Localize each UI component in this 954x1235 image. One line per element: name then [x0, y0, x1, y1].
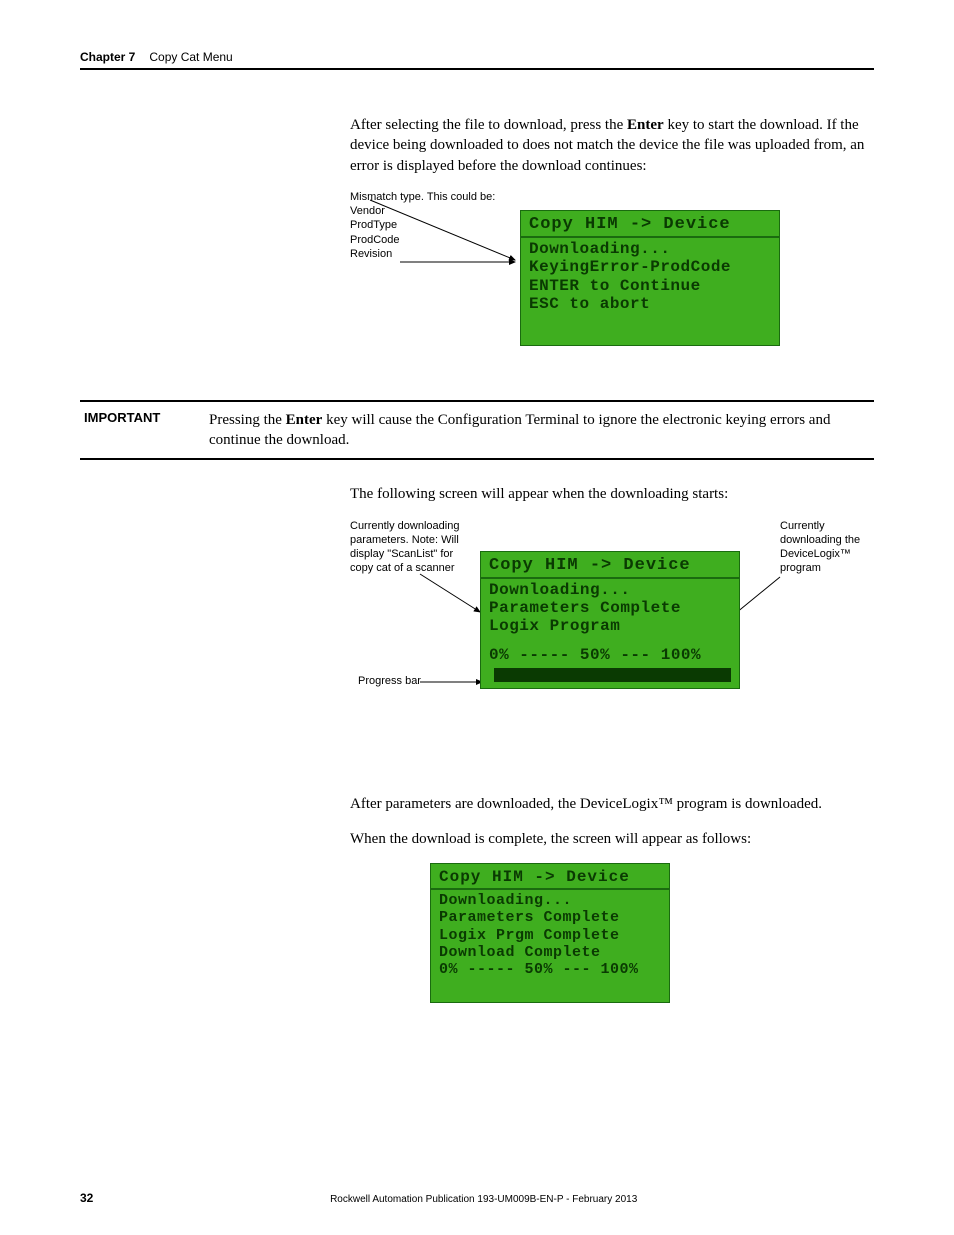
progress-bar — [489, 668, 731, 682]
progress-fill — [439, 982, 661, 996]
lcd-line: KeyingError-ProdCode — [529, 258, 771, 276]
callout-line: downloading the — [780, 533, 860, 547]
page-number: 32 — [80, 1191, 93, 1205]
lcd-progress-label: 0% ----- 50% --- 100% — [439, 961, 661, 978]
progress-fill — [489, 668, 494, 682]
page-header: Chapter 7 Copy Cat Menu — [80, 50, 874, 70]
lcd-line: Downloading... — [489, 581, 731, 599]
lcd-body: Downloading... Parameters Complete Logix… — [431, 890, 669, 980]
callout-line: DeviceLogix™ — [780, 547, 860, 561]
lcd-line: Download Complete — [439, 944, 661, 961]
paragraph-3: After parameters are downloaded, the Dev… — [350, 794, 874, 814]
enter-key-bold: Enter — [627, 117, 664, 133]
callout-line: Currently downloading — [350, 519, 459, 533]
callout-line: Currently — [780, 519, 860, 533]
callout-right: Currently downloading the DeviceLogix™ p… — [780, 519, 860, 576]
lcd-line: Downloading... — [529, 240, 771, 258]
lcd-progress-label: 0% ----- 50% --- 100% — [489, 646, 731, 664]
lcd-title: Copy HIM -> Device — [521, 211, 779, 238]
arrow-icon — [400, 252, 520, 272]
lcd-screen-error: Copy HIM -> Device Downloading... Keying… — [520, 210, 780, 347]
callout-progress: Progress bar — [358, 674, 421, 688]
important-text: Pressing the Enter key will cause the Co… — [209, 410, 874, 451]
diagram-complete: Copy HIM -> Device Downloading... Parame… — [430, 863, 874, 1003]
lcd-line: ESC to abort — [529, 295, 771, 313]
lcd-line: Logix Prgm Complete — [439, 927, 661, 944]
callout-line: program — [780, 561, 860, 575]
chapter-label: Chapter 7 — [80, 50, 135, 64]
diagram-downloading: Currently downloading parameters. Note: … — [350, 519, 880, 719]
text: Pressing the — [209, 412, 286, 428]
paragraph-4: When the download is complete, the scree… — [350, 829, 874, 849]
callout-line: parameters. Note: Will — [350, 533, 459, 547]
lcd-screen-downloading: Copy HIM -> Device Downloading... Parame… — [480, 551, 740, 690]
lcd-line: ENTER to Continue — [529, 277, 771, 295]
page-footer: 32 Rockwell Automation Publication 193-U… — [80, 1191, 874, 1205]
paragraph-2: The following screen will appear when th… — [350, 484, 874, 504]
callout-left: Currently downloading parameters. Note: … — [350, 519, 459, 576]
lcd-title: Copy HIM -> Device — [481, 552, 739, 579]
diagram-mismatch: Mismatch type. This could be: Vendor Pro… — [350, 190, 874, 360]
lcd-body: Downloading... Parameters Complete Logix… — [481, 579, 739, 667]
text: After selecting the file to download, pr… — [350, 117, 627, 133]
lcd-title: Copy HIM -> Device — [431, 864, 669, 890]
lcd-line: Downloading... — [439, 892, 661, 909]
progress-bar — [439, 982, 661, 996]
callout-line: display "ScanList" for — [350, 547, 459, 561]
lcd-line: Parameters Complete — [489, 599, 731, 617]
important-label: IMPORTANT — [80, 410, 209, 451]
lcd-screen-complete: Copy HIM -> Device Downloading... Parame… — [430, 863, 670, 1003]
chapter-title: Copy Cat Menu — [149, 50, 232, 64]
lcd-body: Downloading... KeyingError-ProdCode ENTE… — [521, 238, 779, 346]
enter-key-bold: Enter — [286, 412, 323, 428]
lcd-line: Logix Program — [489, 617, 731, 635]
page: Chapter 7 Copy Cat Menu After selecting … — [0, 0, 954, 1235]
paragraph-1: After selecting the file to download, pr… — [350, 115, 874, 176]
lcd-line: Parameters Complete — [439, 909, 661, 926]
publication-info: Rockwell Automation Publication 193-UM00… — [93, 1194, 874, 1205]
important-callout: IMPORTANT Pressing the Enter key will ca… — [80, 400, 874, 461]
